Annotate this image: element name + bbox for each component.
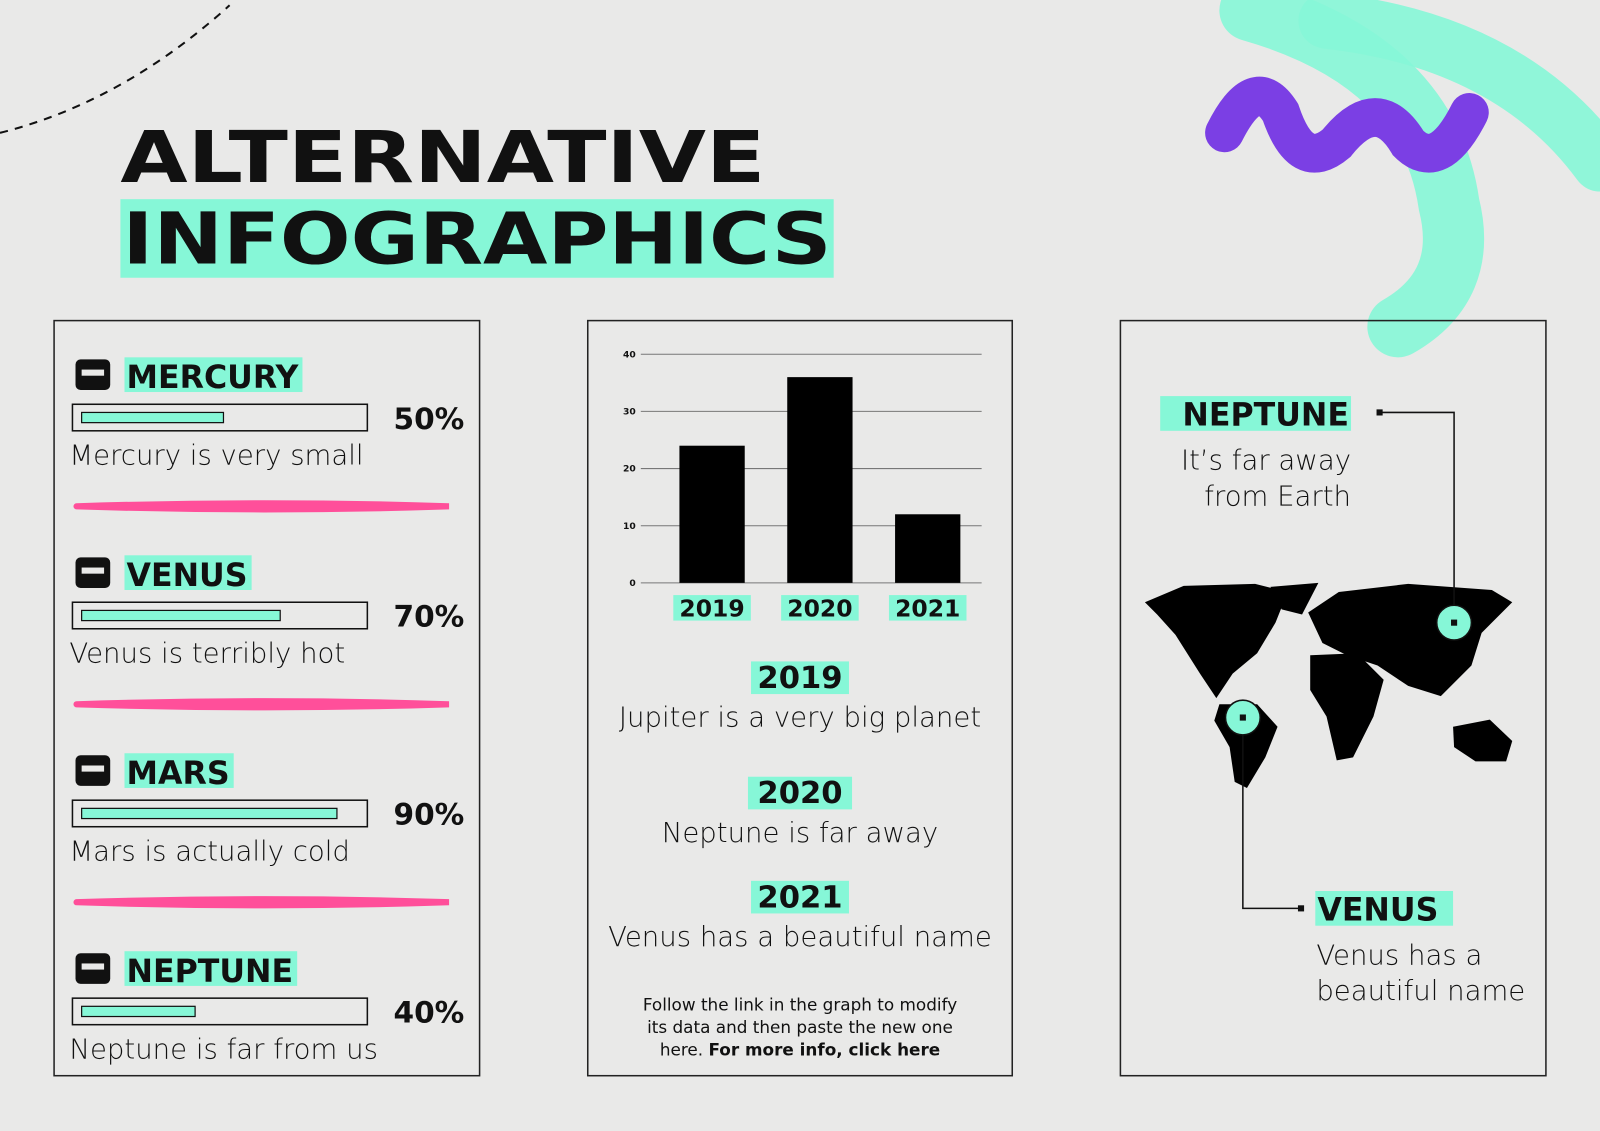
planet-list: MERCURY 50% Mercury is very small VENUS 70% V…: [69, 357, 464, 1065]
category-highlight: [888, 595, 967, 621]
footnote: here. For more info, click here: [660, 1039, 940, 1059]
label-highlight: [124, 555, 252, 590]
map-text: Venus has a: [1316, 939, 1482, 971]
year-highlight: [747, 776, 853, 810]
continent: [1453, 719, 1513, 762]
connector: [1242, 717, 1302, 910]
progress-track: [71, 601, 369, 630]
footnote-text: here.: [660, 1039, 703, 1059]
planet-text: Mars is actually cold: [69, 835, 350, 867]
title: INFOGRAPHICS: [122, 197, 831, 280]
purple-squiggle: [1205, 77, 1489, 173]
connector: [1379, 411, 1455, 623]
category-highlight: [781, 595, 859, 621]
percent-label: 40%: [393, 996, 464, 1030]
icon-detail: [81, 963, 105, 970]
progress-fill: [81, 411, 225, 424]
icon-detail: [81, 765, 105, 772]
map-label: NEPTUNE: [1182, 398, 1349, 434]
continent: [1144, 583, 1288, 699]
pink-stroke: [73, 698, 450, 711]
pin-dot: [1451, 619, 1458, 626]
planet-name: MARS: [127, 756, 230, 792]
planet-text: Mercury is very small: [69, 439, 363, 471]
title-highlight: [120, 199, 834, 278]
continent: [1310, 653, 1384, 761]
progress-track: [71, 403, 369, 432]
y-tick-label: 40: [623, 349, 636, 360]
panel: [1119, 319, 1547, 1077]
y-tick-label: 20: [623, 464, 636, 475]
continent: [1270, 582, 1319, 615]
y-tick-label: 30: [623, 406, 636, 417]
note-text: Venus has a beautiful name: [608, 921, 992, 953]
map-text: It’s far away: [1181, 445, 1351, 477]
year-highlight: [751, 661, 849, 695]
label-highlight: [124, 951, 298, 986]
footnote: Follow the link in the graph to modify: [643, 994, 957, 1014]
note-year: 2020: [757, 776, 842, 811]
progress-track: [71, 997, 369, 1026]
note-text: Jupiter is a very big planet: [619, 702, 981, 734]
y-tick-label: 0: [629, 578, 635, 589]
pin-dot: [1239, 714, 1246, 721]
planet-name: MERCURY: [127, 360, 300, 396]
title: ALTERNATIVE: [120, 116, 765, 199]
planet-text: Venus is terribly hot: [69, 637, 345, 669]
map-text: from Earth: [1204, 480, 1351, 512]
brush-stroke: [1298, 0, 1600, 192]
label-highlight: [1315, 891, 1454, 926]
dashed-curve: [0, 4, 231, 134]
label-highlight: [1160, 396, 1352, 431]
map-text: beautiful name: [1316, 975, 1525, 1007]
planet-name: NEPTUNE: [127, 954, 294, 990]
map-label: VENUS: [1317, 893, 1438, 929]
note-year: 2021: [757, 880, 842, 915]
label-highlight: [124, 357, 303, 393]
bar: [895, 514, 961, 583]
bar: [679, 445, 745, 583]
category-highlight: [673, 595, 751, 621]
x-tick-label: 2019: [679, 595, 744, 623]
progress-fill: [81, 807, 338, 820]
connector-end: [1297, 905, 1305, 912]
percent-label: 90%: [393, 798, 464, 832]
note-year: 2019: [757, 661, 842, 696]
footnote-link[interactable]: For more info, click here: [708, 1039, 940, 1059]
percent-label: 70%: [393, 600, 464, 634]
bar: [787, 377, 853, 583]
panel: [53, 319, 481, 1077]
planet-name: VENUS: [127, 558, 248, 594]
icon-detail: [81, 369, 105, 376]
planet-text: Neptune is far from us: [69, 1033, 378, 1065]
percent-label: 50%: [393, 402, 464, 436]
y-tick-label: 10: [623, 521, 636, 532]
bar-chart: 0 10 20 30 40 2019 2020 2021: [623, 349, 982, 623]
pink-stroke: [73, 896, 450, 909]
progress-track: [71, 799, 369, 828]
progress-fill: [81, 609, 281, 622]
connector-end: [1376, 409, 1383, 416]
panel: [586, 319, 1014, 1077]
progress-fill: [81, 1005, 196, 1018]
x-tick-label: 2020: [787, 595, 852, 623]
x-tick-label: 2021: [895, 595, 960, 623]
year-highlight: [751, 880, 849, 914]
note-text: Neptune is far away: [662, 817, 938, 849]
pink-stroke: [73, 500, 450, 513]
icon-detail: [81, 567, 105, 574]
footnote: its data and then paste the new one: [647, 1017, 953, 1037]
label-highlight: [124, 753, 234, 788]
